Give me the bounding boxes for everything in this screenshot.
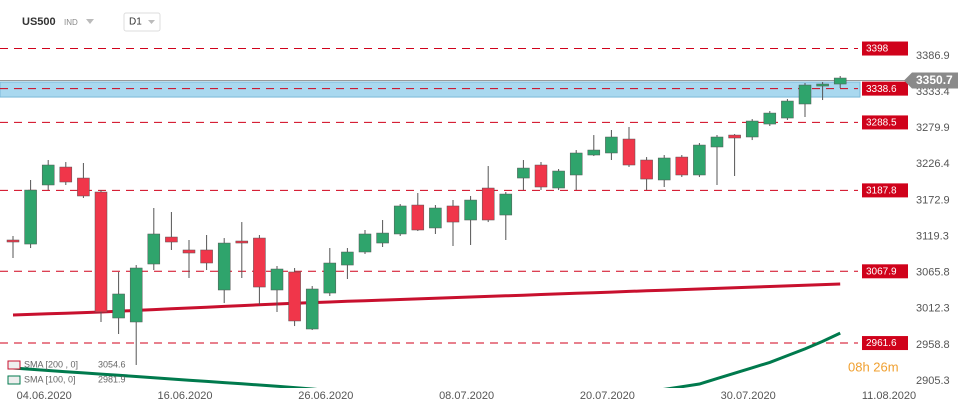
candle-body (305, 288, 319, 330)
level-label-box (862, 264, 908, 279)
legend-value: 2981.9 (98, 374, 126, 384)
candle-body (675, 156, 689, 176)
candle-body (323, 262, 337, 294)
last-price-box (904, 72, 958, 89)
y-tick-label: 3279.9 (916, 122, 950, 134)
candle-body (499, 193, 513, 216)
x-tick-label: 04.06.2020 (17, 390, 72, 402)
level-label-box (862, 81, 908, 96)
level-label: 3338.6 (866, 84, 897, 95)
candle-body (833, 77, 847, 85)
y-tick-label: 2958.8 (916, 339, 950, 351)
candle-body (358, 233, 372, 253)
candle-body (217, 242, 231, 291)
candle-body (517, 167, 530, 179)
legend-value: 3054.6 (98, 359, 126, 369)
y-tick-label: 3012.3 (916, 303, 950, 315)
y-tick-label: 3065.8 (916, 267, 950, 279)
candle-body (94, 191, 108, 313)
level-label: 3398 (866, 44, 889, 55)
candle-body (816, 83, 829, 87)
candle-body (182, 249, 196, 254)
x-tick-label: 08.07.2020 (439, 390, 494, 402)
candle-body (464, 199, 477, 221)
candle-body (657, 157, 671, 181)
symbol[interactable]: US500 (22, 16, 56, 28)
candle-body (270, 268, 284, 291)
y-tick-label: 3333.4 (916, 86, 950, 98)
symbol-dropdown[interactable] (86, 19, 94, 24)
candle-body (622, 138, 636, 166)
level-label: 3288.5 (866, 118, 897, 129)
y-tick-label: 3172.9 (916, 194, 950, 206)
candle-body (200, 249, 213, 264)
candle-body (605, 136, 618, 154)
legend-name: SMA [200 , 0] (24, 359, 78, 369)
candle-body (41, 164, 55, 186)
y-tick-label: 3386.9 (916, 50, 950, 62)
candle-body (77, 177, 90, 197)
last-price-label: 3350.7 (916, 73, 953, 87)
candle-body (6, 239, 20, 243)
level-label: 3187.8 (866, 186, 897, 197)
candle-body (798, 84, 812, 105)
legend-name: SMA [100, 0] (24, 374, 76, 384)
market: IND (64, 18, 78, 27)
x-tick-label: 26.06.2020 (298, 390, 353, 402)
candle-body (24, 189, 37, 245)
level-label-box (862, 41, 908, 56)
candle-body (129, 267, 143, 323)
candle-body (165, 236, 178, 243)
candle-body (235, 240, 249, 244)
x-tick-label: 20.07.2020 (580, 390, 635, 402)
legend-swatch (7, 360, 21, 370)
candle-body (587, 149, 601, 156)
candle-body (640, 159, 653, 180)
candle-body (552, 170, 565, 189)
candle-body (763, 112, 777, 125)
legend-swatch (7, 375, 21, 385)
candle-body (728, 134, 741, 139)
candle-body (59, 166, 73, 183)
zone (0, 81, 861, 98)
candle-body (288, 271, 301, 322)
timer: 08h 26m (848, 359, 899, 374)
candle-body (376, 232, 389, 244)
candle-body (693, 144, 706, 176)
x-tick-label: 16.06.2020 (157, 390, 212, 402)
y-tick-label: 2905.3 (916, 375, 950, 387)
candle-body (781, 100, 794, 119)
candle-body (745, 120, 759, 138)
candle-body (429, 207, 442, 229)
level-label-box (862, 115, 908, 130)
timeframe[interactable]: D1 (129, 17, 142, 28)
timeframe-box[interactable] (123, 12, 161, 32)
level-label-box (862, 336, 908, 351)
sma-line (12, 331, 841, 388)
candle-body (393, 205, 407, 235)
level-label: 3067.9 (866, 266, 897, 277)
candle-body (481, 187, 495, 221)
candle-body (710, 136, 724, 148)
plot-area (0, 48, 905, 388)
candle-body (446, 205, 460, 223)
sma-line (12, 282, 841, 317)
level-label-box (862, 183, 908, 198)
candle-body (569, 152, 583, 176)
candle-body (147, 233, 161, 265)
candle-body (411, 204, 425, 231)
candle-body (253, 237, 266, 288)
timeframe-dropdown[interactable] (148, 20, 155, 24)
y-tick-label: 3119.3 (916, 231, 949, 243)
level-label: 2961.6 (866, 338, 897, 349)
candle-body (534, 164, 548, 188)
candle-body (341, 251, 354, 266)
candle-body (112, 293, 125, 319)
y-tick-label: 3226.4 (916, 158, 950, 170)
x-tick-label: 30.07.2020 (721, 390, 776, 402)
x-tick-label: 11.08.2020 (862, 390, 916, 402)
